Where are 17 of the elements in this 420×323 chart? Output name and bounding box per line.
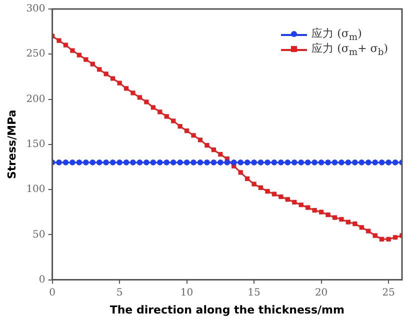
x-tick-label: 20 [314,287,328,298]
y-tick-label: 250 [26,48,46,60]
legend-label: 应力 (σ$_{m}$+ σ$_{b}$) [312,40,388,58]
y-tick-label: 300 [26,4,46,15]
y-axis-title: Stress/MPa [5,110,18,180]
y-tick-label: 200 [26,94,46,105]
y-tick-label: 100 [26,184,46,196]
legend-label: 应力 (σ$_{m}$) [312,26,362,44]
x-tick-label: 10 [180,287,194,298]
x-tick-label: 0 [49,287,56,298]
y-tick-label: 0 [38,274,46,286]
y-tick-label: 50 [32,229,46,240]
x-tick-label: 15 [248,287,260,298]
x-tick-label: 5 [116,287,123,298]
x-axis-title: The direction along the thickness/mm [110,303,344,316]
x-tick-label: 25 [382,287,395,298]
y-tick-label: 150 [26,138,46,150]
